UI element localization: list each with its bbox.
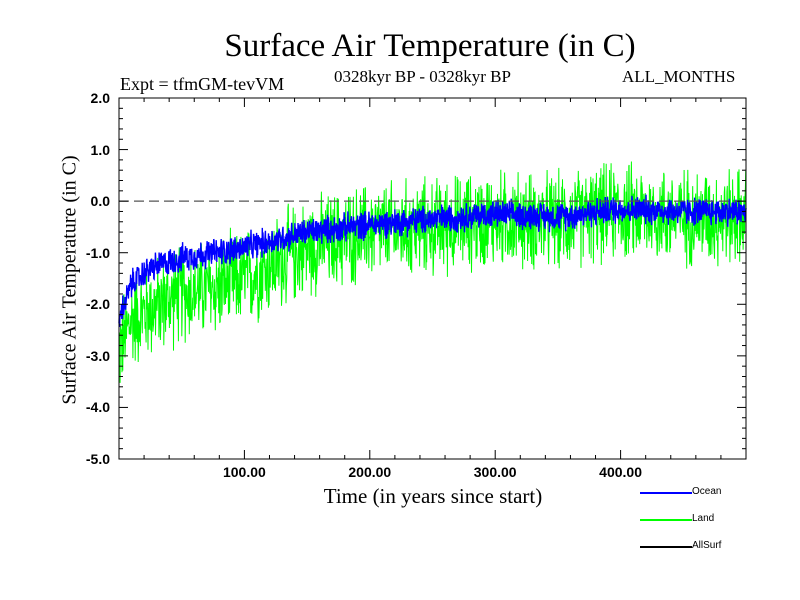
months-label: ALL_MONTHS	[622, 67, 736, 86]
series-line-land	[118, 161, 747, 383]
y-tick-label: -5.0	[85, 451, 110, 467]
series-layer	[118, 161, 747, 383]
experiment-label: Expt = tfmGM-tevVM	[120, 74, 285, 94]
plot-frame	[118, 97, 747, 460]
y-tick-label: -4.0	[85, 399, 110, 416]
period-label: 0328kyr BP - 0328kyr BP	[334, 67, 511, 86]
legend-label-ocean: Ocean	[692, 486, 722, 497]
chart-title: Surface Air Temperature (in C)	[224, 28, 636, 64]
x-axis-label: Time (in years since start)	[323, 484, 543, 508]
x-tick-label: 200.00	[348, 464, 392, 480]
y-tick-label: -2.0	[85, 296, 110, 313]
series-line-ocean	[118, 194, 747, 328]
legend-label-land: Land	[692, 513, 715, 524]
y-tick-label: -3.0	[85, 347, 110, 364]
x-tick-label: 100.00	[222, 464, 266, 480]
x-tick-label: 400.00	[599, 464, 643, 480]
tick-marks	[119, 97, 747, 460]
legend-label-allsurf: AllSurf	[692, 540, 722, 551]
y-axis-label: Surface Air Temperature (in C)	[58, 155, 81, 405]
y-tick-label: 0.0	[90, 193, 110, 210]
legend-swatch-land	[640, 519, 692, 521]
x-tick-label: 300.00	[473, 464, 517, 480]
legend-swatch-ocean	[640, 492, 692, 494]
y-tick-label: 1.0	[90, 141, 110, 158]
legend-swatch-allsurf	[640, 546, 692, 548]
y-tick-label: 2.0	[90, 90, 110, 106]
y-tick-label: -1.0	[85, 244, 110, 261]
